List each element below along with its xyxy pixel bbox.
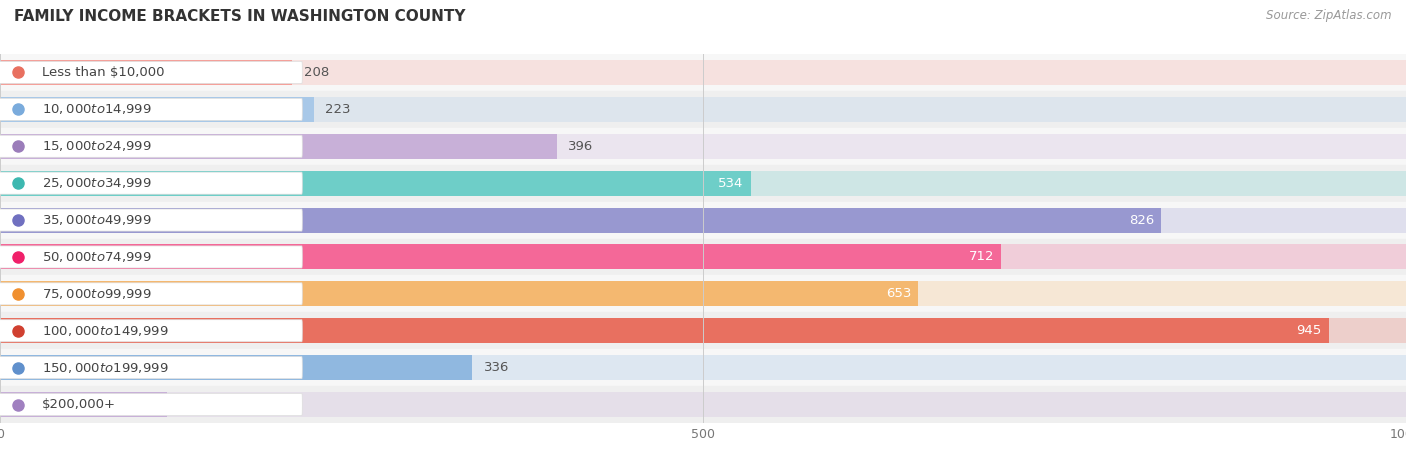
Bar bbox=[0, 97, 1406, 122]
FancyBboxPatch shape bbox=[0, 320, 302, 342]
Bar bbox=[0, 355, 472, 380]
Bar bbox=[0, 386, 1406, 423]
FancyBboxPatch shape bbox=[0, 246, 302, 268]
Text: $100,000 to $149,999: $100,000 to $149,999 bbox=[42, 324, 169, 338]
Text: $35,000 to $49,999: $35,000 to $49,999 bbox=[42, 213, 152, 227]
Bar bbox=[0, 244, 1001, 270]
Text: $15,000 to $24,999: $15,000 to $24,999 bbox=[42, 139, 152, 153]
Text: 208: 208 bbox=[304, 66, 329, 79]
Bar bbox=[0, 165, 1406, 202]
Text: Source: ZipAtlas.com: Source: ZipAtlas.com bbox=[1267, 9, 1392, 22]
Text: Less than $10,000: Less than $10,000 bbox=[42, 66, 165, 79]
Bar bbox=[0, 238, 1406, 275]
FancyBboxPatch shape bbox=[0, 209, 302, 231]
Text: 223: 223 bbox=[325, 103, 350, 116]
Bar bbox=[0, 281, 918, 306]
Bar bbox=[0, 355, 1406, 380]
FancyBboxPatch shape bbox=[0, 135, 302, 158]
Bar bbox=[0, 275, 1406, 312]
Bar bbox=[0, 244, 1406, 270]
Text: 653: 653 bbox=[886, 288, 911, 300]
Bar bbox=[0, 207, 1161, 233]
Text: 534: 534 bbox=[718, 177, 744, 189]
Bar bbox=[0, 312, 1406, 349]
Bar bbox=[0, 318, 1406, 343]
Bar bbox=[0, 134, 1406, 159]
Text: 396: 396 bbox=[568, 140, 593, 153]
Bar bbox=[0, 281, 1406, 306]
Bar bbox=[0, 128, 1406, 165]
Text: 119: 119 bbox=[179, 398, 204, 411]
Bar bbox=[0, 318, 1329, 343]
Text: $25,000 to $34,999: $25,000 to $34,999 bbox=[42, 176, 152, 190]
Text: $200,000+: $200,000+ bbox=[42, 398, 117, 411]
Text: $150,000 to $199,999: $150,000 to $199,999 bbox=[42, 360, 169, 375]
Bar bbox=[0, 202, 1406, 238]
FancyBboxPatch shape bbox=[0, 283, 302, 305]
Text: $10,000 to $14,999: $10,000 to $14,999 bbox=[42, 102, 152, 117]
Text: 945: 945 bbox=[1296, 324, 1322, 337]
Bar bbox=[0, 54, 1406, 91]
Bar bbox=[0, 60, 1406, 85]
Text: FAMILY INCOME BRACKETS IN WASHINGTON COUNTY: FAMILY INCOME BRACKETS IN WASHINGTON COU… bbox=[14, 9, 465, 24]
FancyBboxPatch shape bbox=[0, 98, 302, 121]
Text: 336: 336 bbox=[484, 361, 509, 374]
FancyBboxPatch shape bbox=[0, 393, 302, 416]
FancyBboxPatch shape bbox=[0, 61, 302, 84]
Text: 712: 712 bbox=[969, 251, 994, 263]
FancyBboxPatch shape bbox=[0, 172, 302, 194]
Bar bbox=[0, 171, 751, 196]
Text: $50,000 to $74,999: $50,000 to $74,999 bbox=[42, 250, 152, 264]
Text: $75,000 to $99,999: $75,000 to $99,999 bbox=[42, 287, 152, 301]
Bar bbox=[0, 60, 292, 85]
Bar bbox=[0, 392, 167, 417]
Bar bbox=[0, 349, 1406, 386]
Bar bbox=[0, 134, 557, 159]
Bar bbox=[0, 91, 1406, 128]
Bar bbox=[0, 392, 1406, 417]
Bar bbox=[0, 207, 1406, 233]
FancyBboxPatch shape bbox=[0, 356, 302, 379]
Bar bbox=[0, 97, 314, 122]
Bar bbox=[0, 171, 1406, 196]
Text: 826: 826 bbox=[1129, 214, 1154, 226]
